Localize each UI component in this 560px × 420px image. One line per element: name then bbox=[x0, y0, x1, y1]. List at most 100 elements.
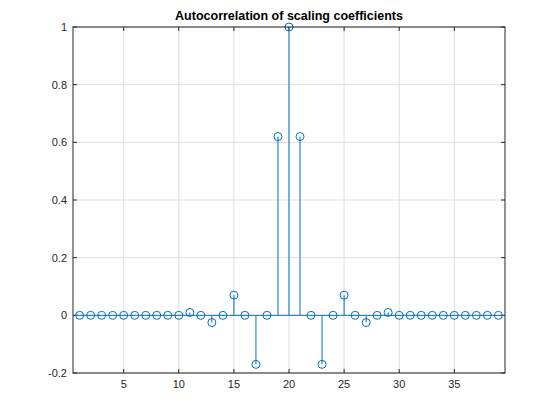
stem-marker bbox=[318, 360, 326, 368]
y-tick-label: -0.2 bbox=[48, 367, 67, 379]
stem bbox=[384, 308, 392, 316]
y-tick bbox=[73, 200, 77, 201]
stem bbox=[340, 291, 348, 315]
stem bbox=[164, 311, 172, 319]
y-tick-label: 0.2 bbox=[52, 252, 67, 264]
stem-marker bbox=[109, 311, 117, 319]
stem bbox=[483, 311, 491, 319]
plot-area bbox=[73, 27, 505, 373]
stem bbox=[351, 311, 359, 319]
stem-marker bbox=[131, 311, 139, 319]
y-tick-label: 0.4 bbox=[52, 194, 67, 206]
chart: 5101520253035-0.200.20.40.60.81Autocorre… bbox=[0, 0, 560, 420]
stem-line bbox=[189, 312, 190, 315]
stem-line bbox=[388, 312, 389, 315]
stem-marker bbox=[461, 311, 469, 319]
stem-marker bbox=[417, 311, 425, 319]
stem-marker bbox=[98, 311, 106, 319]
stem-marker bbox=[175, 311, 183, 319]
x-tick bbox=[399, 369, 400, 373]
stem bbox=[109, 311, 117, 319]
stem bbox=[439, 311, 447, 319]
stem bbox=[450, 311, 458, 319]
stem-line bbox=[289, 27, 290, 315]
stem-marker bbox=[340, 291, 348, 299]
stem bbox=[263, 311, 271, 319]
stem bbox=[76, 311, 84, 319]
stem-marker bbox=[252, 360, 260, 368]
title: Autocorrelation of scaling coefficients bbox=[175, 9, 403, 23]
ticks: 5101520253035-0.200.20.40.60.81 bbox=[48, 21, 505, 390]
x-tick bbox=[178, 27, 179, 31]
stem-marker bbox=[263, 311, 271, 319]
stem bbox=[98, 311, 106, 319]
stem bbox=[153, 311, 161, 319]
x-tick bbox=[344, 369, 345, 373]
stem bbox=[362, 315, 370, 326]
stem bbox=[131, 311, 139, 319]
y-tick bbox=[73, 142, 77, 143]
stem-marker bbox=[87, 311, 95, 319]
x-tick-label: 25 bbox=[338, 378, 350, 390]
stem-marker bbox=[384, 308, 392, 316]
y-tick bbox=[501, 84, 505, 85]
stem-line bbox=[255, 315, 256, 364]
x-tick bbox=[233, 369, 234, 373]
stem-marker bbox=[373, 311, 381, 319]
stem-line bbox=[277, 137, 278, 316]
stem bbox=[274, 133, 282, 316]
y-tick bbox=[501, 257, 505, 258]
stem-marker bbox=[329, 311, 337, 319]
stem bbox=[120, 311, 128, 319]
stem-marker bbox=[208, 319, 216, 327]
stem bbox=[285, 23, 293, 315]
stem-marker bbox=[164, 311, 172, 319]
stem-marker bbox=[307, 311, 315, 319]
stem bbox=[175, 311, 183, 319]
stem-marker bbox=[153, 311, 161, 319]
stem bbox=[219, 311, 227, 319]
stem bbox=[252, 315, 260, 368]
stem bbox=[406, 311, 414, 319]
y-tick-label: 0.8 bbox=[52, 79, 67, 91]
stem-marker bbox=[274, 133, 282, 141]
x-tick bbox=[454, 369, 455, 373]
stem-marker bbox=[362, 319, 370, 327]
stem-marker bbox=[197, 311, 205, 319]
grid bbox=[73, 27, 505, 373]
stem bbox=[307, 311, 315, 319]
stem-line bbox=[300, 137, 301, 316]
stem-marker bbox=[406, 311, 414, 319]
x-tick bbox=[123, 27, 124, 31]
y-tick bbox=[73, 84, 77, 85]
stems bbox=[73, 23, 505, 368]
stem bbox=[461, 311, 469, 319]
stem bbox=[230, 291, 238, 315]
y-tick-label: 0.6 bbox=[52, 136, 67, 148]
y-tick bbox=[501, 142, 505, 143]
stem-marker bbox=[296, 133, 304, 141]
stem bbox=[373, 311, 381, 319]
x-tick bbox=[399, 27, 400, 31]
stem-marker bbox=[450, 311, 458, 319]
stem bbox=[472, 311, 480, 319]
x-tick bbox=[289, 369, 290, 373]
stem-marker bbox=[241, 311, 249, 319]
stem-line bbox=[322, 315, 323, 364]
x-tick-label: 30 bbox=[393, 378, 405, 390]
x-tick-label: 15 bbox=[228, 378, 240, 390]
axes-frame bbox=[73, 27, 505, 373]
stem-marker bbox=[120, 311, 128, 319]
stem bbox=[318, 315, 326, 368]
stem-marker bbox=[219, 311, 227, 319]
stem bbox=[329, 311, 337, 319]
chart-container: 5101520253035-0.200.20.40.60.81Autocorre… bbox=[0, 0, 560, 420]
stem-line bbox=[233, 295, 234, 315]
stem-line bbox=[344, 295, 345, 315]
x-tick-label: 20 bbox=[283, 378, 295, 390]
stem bbox=[208, 315, 216, 326]
stem-marker bbox=[483, 311, 491, 319]
y-tick bbox=[73, 257, 77, 258]
stem bbox=[197, 311, 205, 319]
x-tick-label: 10 bbox=[173, 378, 185, 390]
